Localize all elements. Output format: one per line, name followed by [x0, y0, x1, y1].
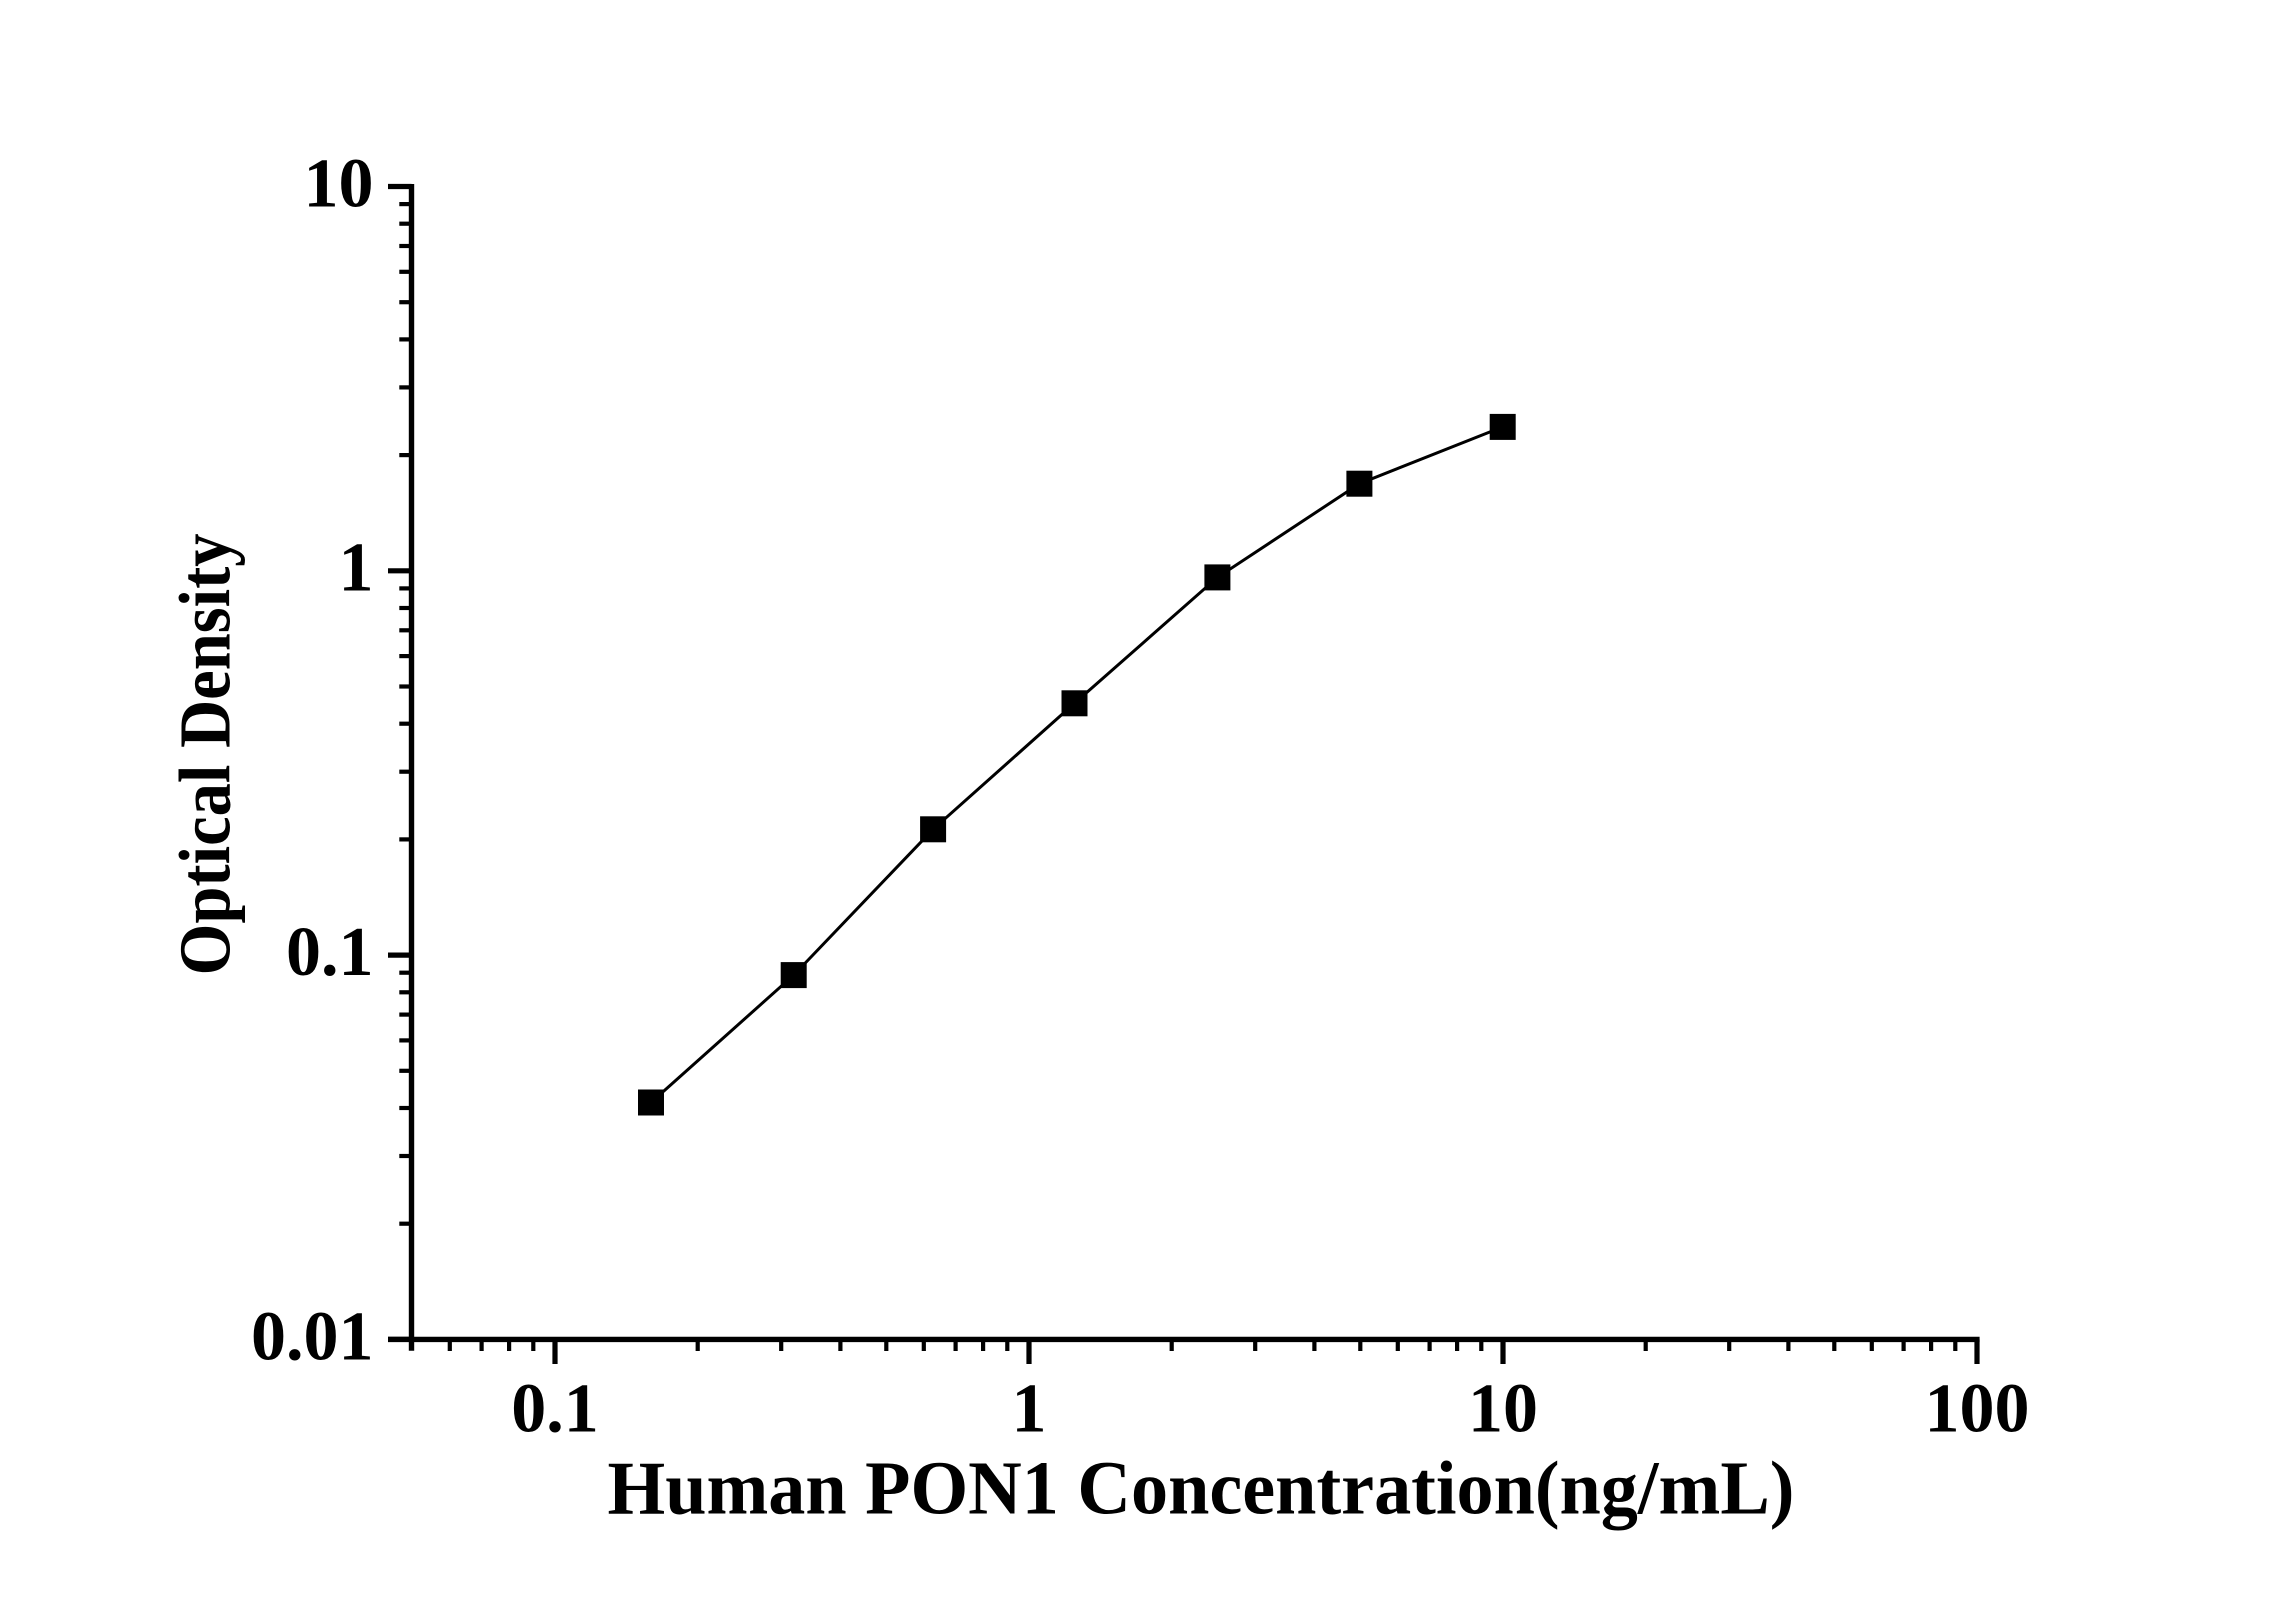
svg-text:0.1: 0.1	[511, 1371, 599, 1448]
svg-text:1: 1	[339, 530, 374, 607]
svg-text:0.1: 0.1	[286, 914, 374, 991]
svg-text:Optical Density: Optical Density	[165, 533, 246, 975]
svg-text:10: 10	[304, 145, 374, 222]
svg-text:1: 1	[1012, 1371, 1047, 1448]
svg-text:Human PON1 Concentration(ng/mL: Human PON1 Concentration(ng/mL)	[608, 1447, 1795, 1531]
svg-text:10: 10	[1468, 1371, 1538, 1448]
svg-text:0.01: 0.01	[251, 1298, 374, 1375]
svg-text:100: 100	[1925, 1371, 2030, 1448]
